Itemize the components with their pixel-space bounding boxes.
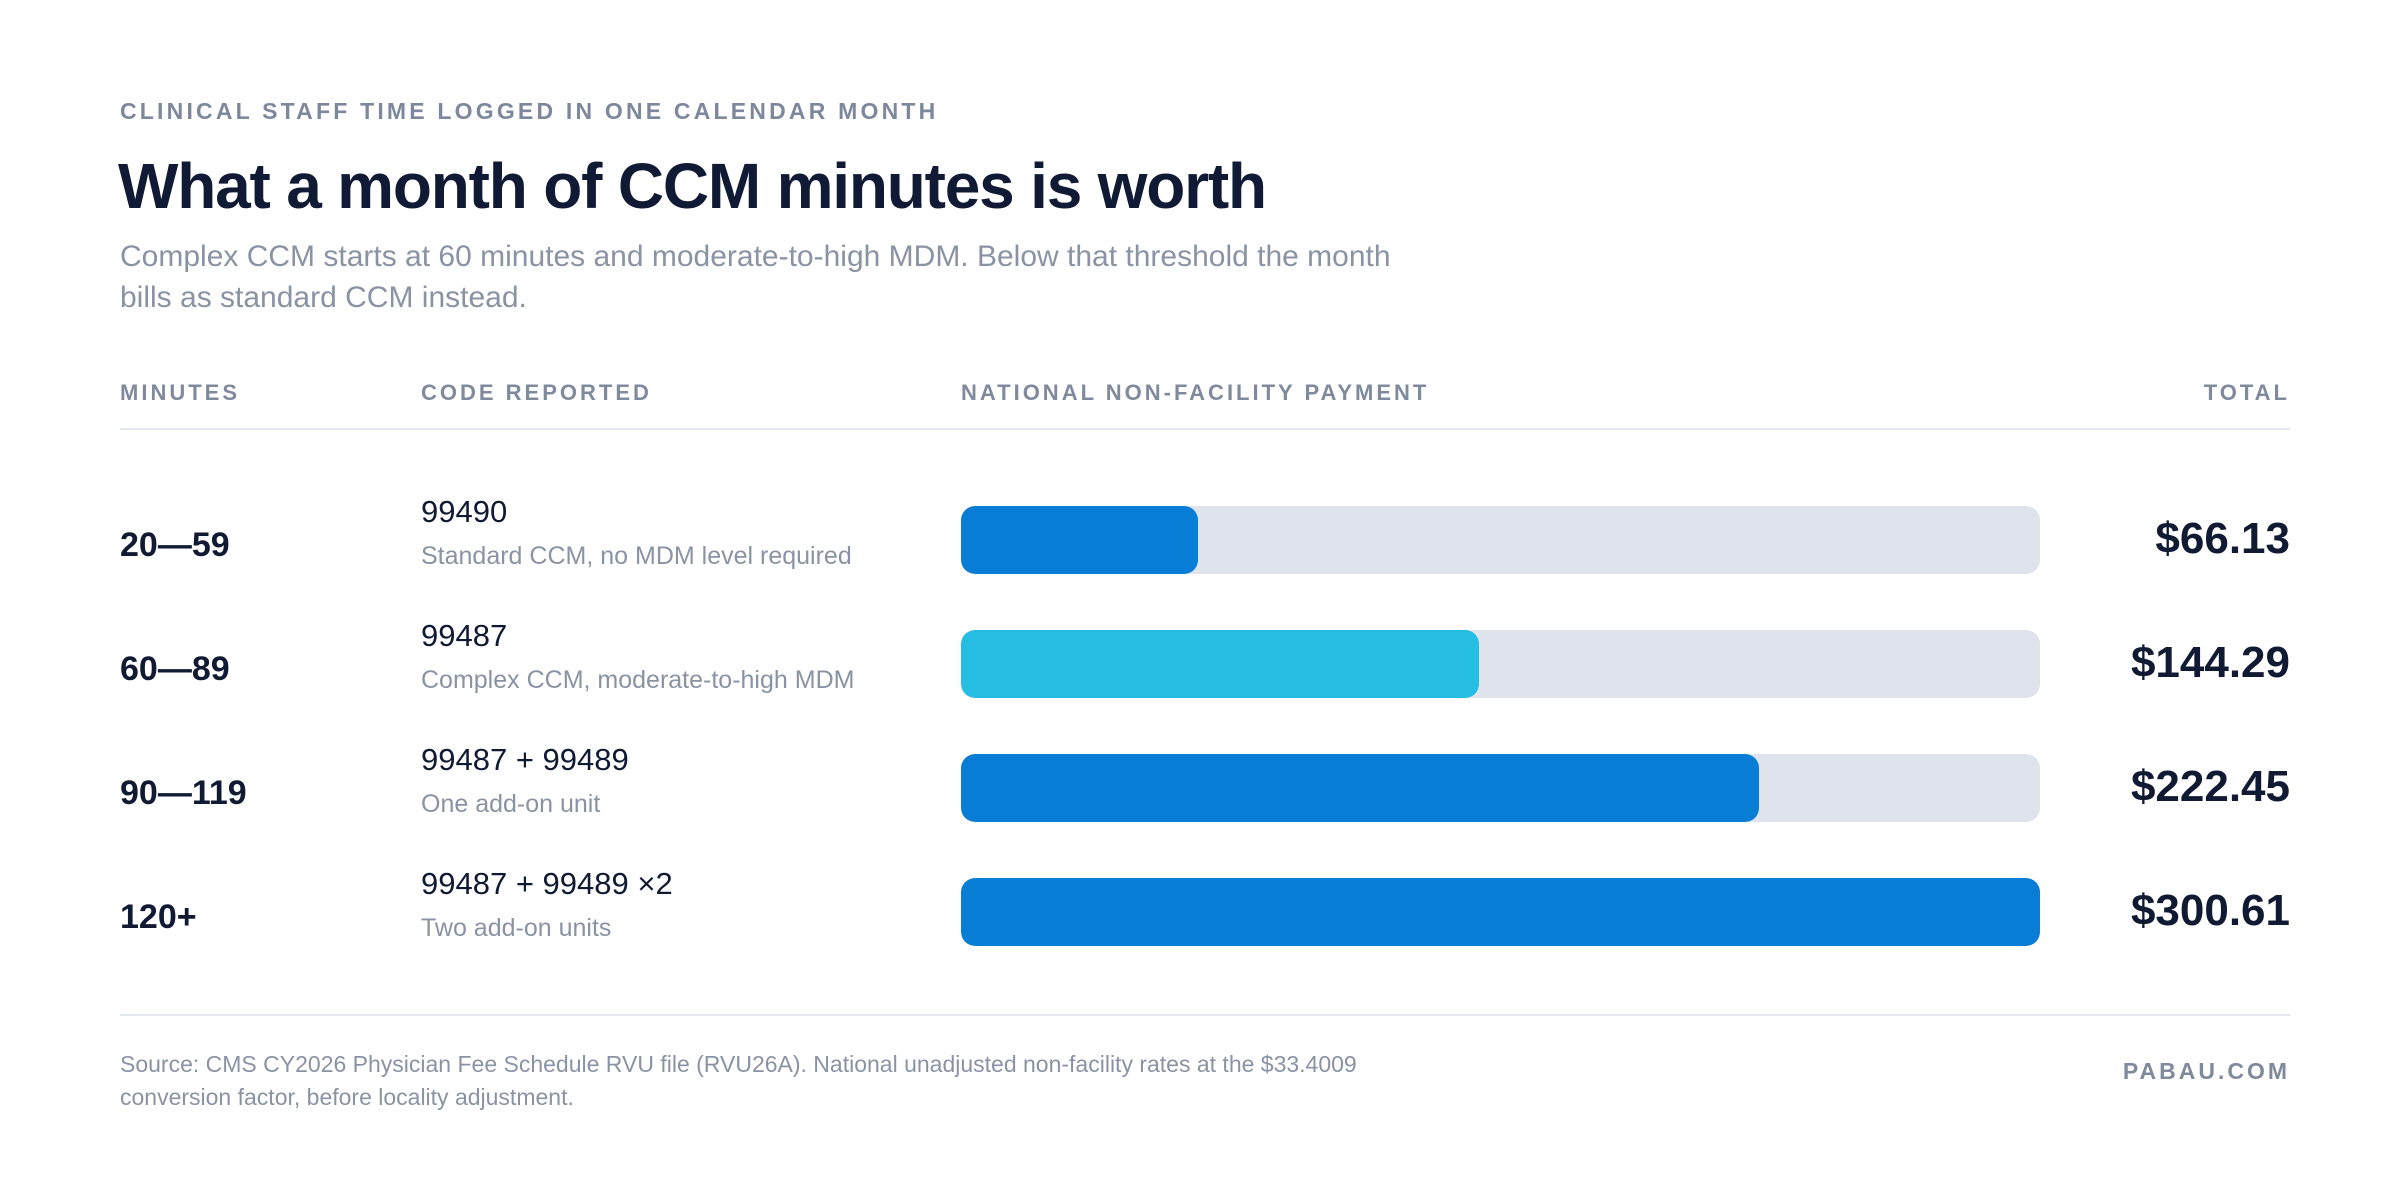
total-value-label: $300.61 [2130,886,2290,935]
billing-code-description: Standard CCM, no MDM level required [421,542,852,570]
column-header-minutes: MINUTES [120,380,240,405]
billing-code-description: One add-on unit [421,790,601,818]
chart-row: 90—119 99487 + 99489 One add-on unit $222.4… [0,742,2400,854]
total-value-label: $66.13 [2155,514,2290,563]
billing-code-description: Complex CCM, moderate-to-high MDM [421,666,855,694]
column-header-code: CODE REPORTED [421,380,652,405]
page-subtitle: Complex CCM starts at 60 minutes and mod… [120,240,1391,314]
footer-divider [120,1014,2290,1016]
eyebrow-label: CLINICAL STAFF TIME LOGGED IN ONE CALEND… [120,98,939,124]
billing-code-label: 99487 + 99489 ×2 [421,866,673,901]
bar-track [961,506,2040,574]
source-note: Source: CMS CY2026 Physician Fee Schedul… [120,1051,1357,1110]
bar-track [961,878,2040,946]
payment-bar [961,630,1479,698]
brand-label: PABAU.COM [2122,1058,2290,1084]
total-value-label: $222.45 [2130,762,2290,811]
minutes-range-label: 90—119 [120,774,247,812]
minutes-range-label: 120+ [120,898,197,936]
chart-row: 60—89 99487 Complex CCM, moderate-to-high … [0,618,2400,730]
column-header-total: TOTAL [2203,380,2290,405]
billing-code-description: Two add-on units [421,914,612,942]
billing-code-label: 99490 [421,494,508,529]
payment-bar [961,878,2040,946]
header-divider [120,428,2290,430]
minutes-range-label: 60—89 [120,650,230,688]
payment-bar [961,506,1198,574]
page-title: What a month of CCM minutes is worth [118,150,1267,222]
payment-bar [961,754,1759,822]
minutes-range-label: 20—59 [120,526,230,564]
chart-row: 20—59 99490 Standard CCM, no MDM level req… [0,494,2400,606]
total-value-label: $144.29 [2130,638,2290,687]
bar-track [961,630,2040,698]
column-header-payment: NATIONAL NON-FACILITY PAYMENT [961,380,1430,405]
billing-code-label: 99487 [421,618,508,653]
bar-track [961,754,2040,822]
billing-code-label: 99487 + 99489 [421,742,629,777]
chart-row: 120+ 99487 + 99489 ×2 Two add-on units $300… [0,866,2400,978]
